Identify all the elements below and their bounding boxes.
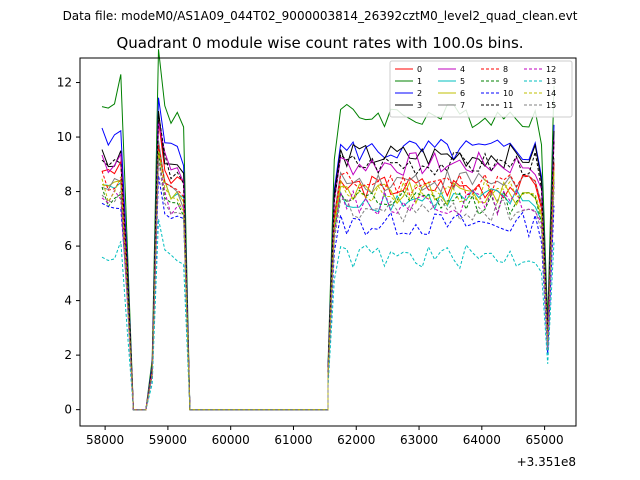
y-axis: 0 2 4 6 8 10 12 (57, 76, 80, 417)
legend-label-0: 0 (417, 65, 422, 74)
plot-frame (79, 57, 577, 427)
legend-label-4: 4 (460, 65, 465, 74)
y-tick-label: 0 (64, 403, 72, 417)
legend-label-1: 1 (417, 77, 422, 86)
series-line-10 (101, 175, 555, 411)
legend-label-6: 6 (460, 89, 465, 98)
legend-label-10: 10 (503, 89, 513, 98)
legend-label-12: 12 (546, 65, 556, 74)
legend-label-7: 7 (460, 101, 465, 110)
x-tick-label: 60000 (212, 433, 250, 447)
y-tick-label: 4 (64, 294, 72, 308)
series-line-12 (101, 161, 555, 411)
series-line-11 (101, 113, 555, 411)
y-tick-label: 2 (64, 348, 72, 362)
legend-label-14: 14 (546, 89, 556, 98)
legend-label-5: 5 (460, 77, 465, 86)
x-tick-label: 61000 (274, 433, 312, 447)
legend-frame (389, 60, 573, 118)
legend-label-15: 15 (546, 101, 556, 110)
y-tick-label: 12 (57, 76, 72, 90)
chart-title: Quadrant 0 module wise count rates with … (116, 34, 524, 52)
x-tick-label: 62000 (337, 433, 375, 447)
legend-label-13: 13 (546, 77, 556, 86)
x-axis: 58000 59000 60000 61000 62000 63000 64000 65000 (86, 426, 564, 447)
figure-header: Data file: modeM0/AS1A09_044T02_90000038… (0, 0, 640, 60)
y-tick-label: 10 (57, 130, 72, 144)
y-tick-label: 6 (64, 239, 72, 253)
data-file-suptitle: Data file: modeM0/AS1A09_044T02_90000038… (62, 9, 578, 23)
legend-label-8: 8 (503, 65, 508, 74)
x-tick-label: 63000 (400, 433, 438, 447)
x-tick-label: 65000 (526, 433, 564, 447)
x-tick-label: 59000 (149, 433, 187, 447)
series-layer (101, 49, 555, 411)
legend-label-11: 11 (503, 101, 513, 110)
series-line-14 (101, 151, 555, 411)
x-tick-label: 64000 (463, 433, 501, 447)
legend-label-2: 2 (417, 89, 422, 98)
legend-label-9: 9 (503, 77, 508, 86)
series-line-13 (101, 218, 555, 411)
x-tick-label: 58000 (86, 433, 124, 447)
x-offset-label: +3.351e8 (517, 455, 576, 469)
legend-label-3: 3 (417, 101, 422, 110)
y-tick-label: 8 (64, 185, 72, 199)
series-line-15 (101, 158, 555, 411)
